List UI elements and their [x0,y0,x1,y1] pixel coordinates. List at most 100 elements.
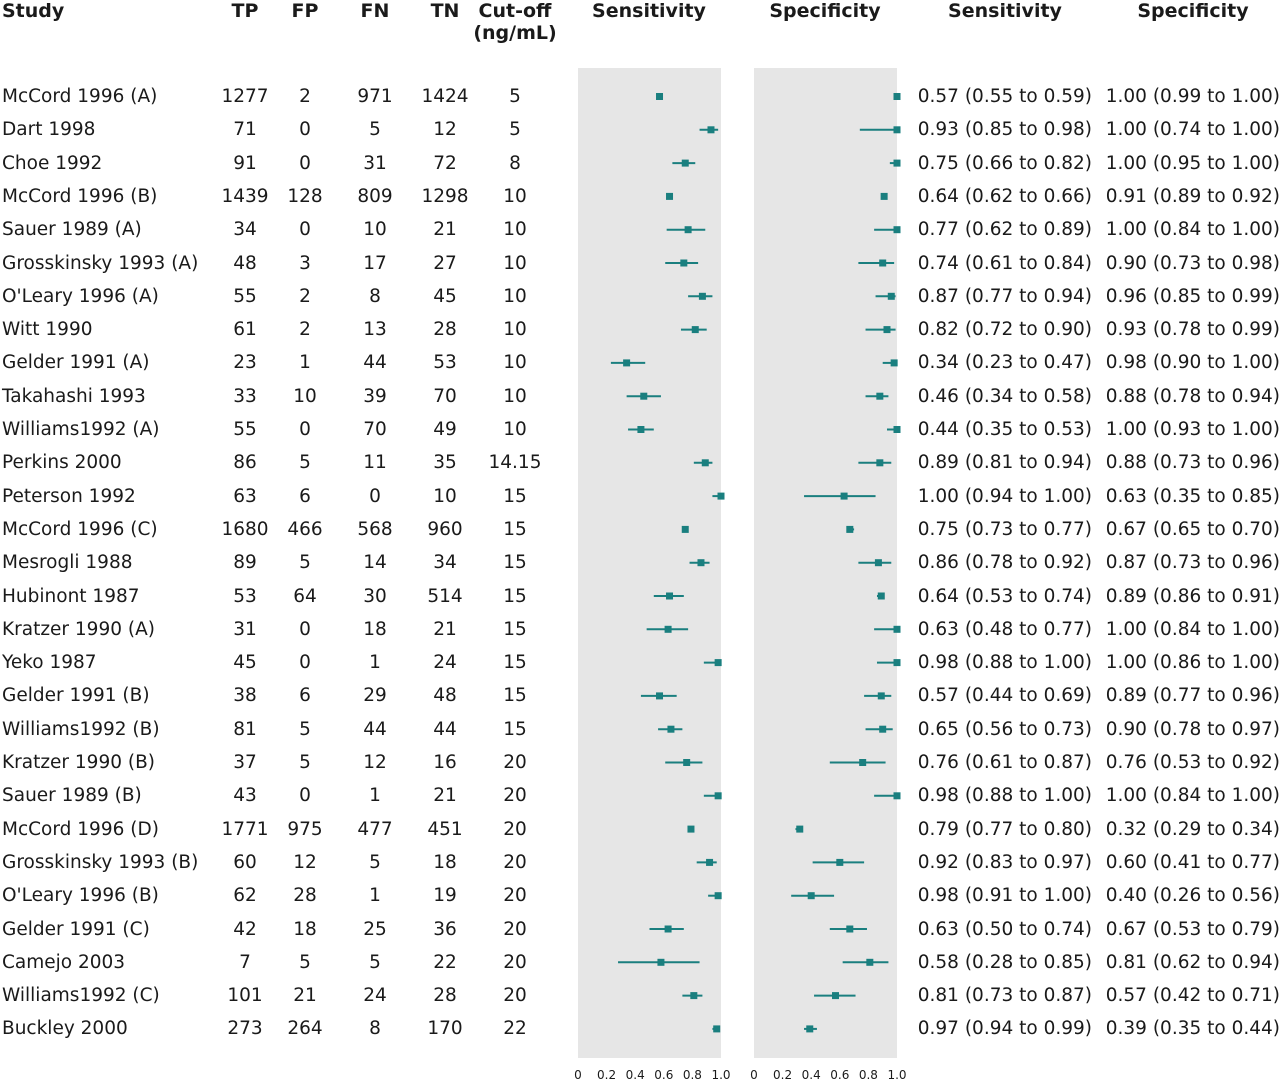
sensitivity-ci-text: 0.86 (0.78 to 0.92) [917,552,1092,574]
header-specificity-ci: Specificity [1137,0,1249,22]
sensitivity-point [690,992,698,1000]
table-row: Gelder 1991 (C) 42 18 25 36 20 0.63 (0.50 to 0… [0,913,1280,946]
specificity-ci-text: 0.60 (0.41 to 0.77) [1105,851,1280,873]
specificity-ci-text: 1.00 (0.95 to 1.00) [1105,152,1280,174]
table-row: Choe 1992 91 0 31 72 8 0.75 (0.66 to 0.82) 1.00… [0,147,1280,180]
fp-cell: 10 [293,385,317,407]
study-name: O'Leary 1996 (A) [2,285,159,307]
fp-cell: 6 [299,685,311,707]
sensitivity-point [684,226,692,234]
tn-cell: 16 [433,752,457,773]
specificity-point [893,126,901,134]
fp-cell: 5 [299,452,311,474]
specificity-ci-text: 0.32 (0.29 to 0.34) [1105,818,1280,840]
tn-cell: 53 [433,352,457,374]
table-row: O'Leary 1996 (A) 55 2 8 45 10 0.87 (0.77 to 0.… [0,280,1280,313]
sensitivity-point [666,192,674,200]
tn-cell: 1298 [421,185,469,207]
specificity-ci-text: 0.87 (0.73 to 0.96) [1105,552,1280,574]
tn-cell: 70 [433,385,457,407]
sensitivity-ci-text: 0.98 (0.88 to 1.00) [917,785,1092,807]
study-name: Dart 1998 [2,119,96,141]
sensitivity-tick-label: 0.4 [626,1068,645,1080]
sensitivity-ci-text: 0.81 (0.73 to 0.87) [917,985,1092,1007]
table-row: Witt 1990 61 2 13 28 10 0.82 (0.72 to 0.90) 0.9… [0,313,1280,346]
sensitivity-ci-text: 0.57 (0.55 to 0.59) [917,86,1092,107]
x-axis-ticks: 0 0.2 0.4 0.6 0.8 1.0 0 0.2 0.4 0.6 0.8 1.0 [574,1068,906,1080]
cutoff-cell: 8 [509,152,521,174]
study-name: Kratzer 1990 (A) [2,618,155,640]
specificity-ci-text: 0.57 (0.42 to 0.71) [1105,985,1280,1007]
specificity-point [893,792,901,800]
cutoff-cell: 15 [503,552,527,574]
fp-cell: 466 [287,518,323,540]
fp-cell: 3 [299,252,311,274]
cutoff-cell: 10 [503,185,527,207]
study-name: Takahashi 1993 [2,385,146,407]
sensitivity-ci-text: 0.92 (0.83 to 0.97) [917,851,1092,873]
table-row: Gelder 1991 (A) 23 1 44 53 10 0.34 (0.23 to 0.… [0,346,1280,379]
sensitivity-ci-text: 0.46 (0.34 to 0.58) [917,385,1092,407]
specificity-ci-text: 0.67 (0.53 to 0.79) [1105,918,1280,940]
cutoff-cell: 5 [509,86,521,107]
specificity-point [880,192,888,200]
tn-cell: 960 [427,518,463,540]
specificity-point [836,858,844,866]
header-specificity-plot: Specificity [769,0,881,22]
tn-cell: 28 [433,985,457,1007]
study-name: Sauer 1989 (B) [2,785,142,807]
header-sensitivity-ci: Sensitivity [948,0,1062,22]
specificity-ci-text: 0.91 (0.89 to 0.92) [1105,185,1280,207]
fp-cell: 0 [299,618,311,640]
sensitivity-point [656,692,664,700]
fp-cell: 264 [287,1018,323,1040]
sensitivity-ci-text: 0.93 (0.85 to 0.98) [917,119,1092,141]
sensitivity-point [701,459,709,467]
sensitivity-tick-label: 0 [574,1068,582,1080]
specificity-ci-text: 1.00 (0.99 to 1.00) [1105,86,1280,107]
specificity-ci-text: 0.40 (0.26 to 0.56) [1105,885,1280,907]
sensitivity-tick-label: 0.2 [597,1068,616,1080]
sensitivity-point [640,392,648,400]
tp-cell: 34 [233,219,257,241]
specificity-point [876,392,884,400]
tp-cell: 89 [233,552,257,574]
tn-cell: 21 [433,785,457,807]
fn-cell: 13 [363,319,387,341]
fp-cell: 12 [293,851,317,873]
header-fp: FP [291,0,319,22]
fp-cell: 0 [299,119,311,141]
header-cutoff-line2: (ng/mL) [473,22,557,44]
header-tn: TN [430,0,460,22]
fp-cell: 28 [293,885,317,907]
fn-cell: 5 [369,851,381,873]
specificity-ci-text: 1.00 (0.86 to 1.00) [1105,652,1280,674]
tp-cell: 23 [233,352,257,374]
sensitivity-ci-text: 0.76 (0.61 to 0.87) [917,752,1092,773]
fp-cell: 975 [287,818,323,840]
tn-cell: 451 [427,818,463,840]
fn-cell: 70 [363,419,387,440]
sensitivity-point [681,159,689,167]
specificity-point [874,559,882,567]
study-name: McCord 1996 (A) [2,86,158,107]
specificity-ci-text: 0.89 (0.86 to 0.91) [1105,585,1280,607]
sensitivity-ci-text: 0.79 (0.77 to 0.80) [917,818,1092,840]
ci-marks [610,93,901,1033]
tp-cell: 60 [233,851,257,873]
study-name: Grosskinsky 1993 (A) [2,252,199,274]
specificity-ci-text: 0.98 (0.90 to 1.00) [1105,352,1280,374]
specificity-ci-text: 0.88 (0.78 to 0.94) [1105,385,1280,407]
fp-cell: 128 [287,185,323,207]
fp-cell: 18 [293,918,317,940]
tp-cell: 7 [239,951,251,973]
tn-cell: 35 [433,452,457,474]
sensitivity-ci-text: 0.75 (0.66 to 0.82) [917,152,1092,174]
specificity-point [893,659,901,667]
specificity-point [893,625,901,633]
cutoff-cell: 10 [503,319,527,341]
cutoff-cell: 10 [503,252,527,274]
fn-cell: 30 [363,585,387,607]
study-name: Camejo 2003 [2,951,126,973]
sensitivity-point [681,525,689,533]
